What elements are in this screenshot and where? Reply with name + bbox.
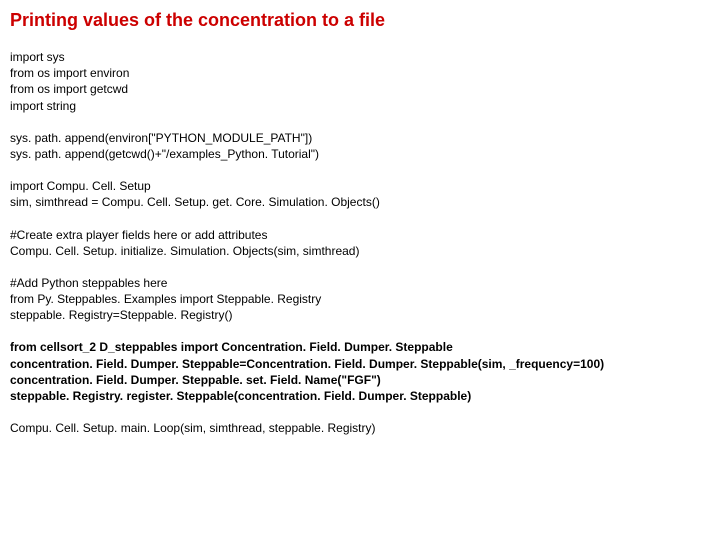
code-block-playerfields: #Create extra player fields here or add … bbox=[10, 227, 710, 259]
code-block-mainloop: Compu. Cell. Setup. main. Loop(sim, simt… bbox=[10, 420, 710, 436]
page-title: Printing values of the concentration to … bbox=[10, 10, 710, 31]
code-block-setup: import Compu. Cell. Setup sim, simthread… bbox=[10, 178, 710, 210]
code-block-steppables: #Add Python steppables here from Py. Ste… bbox=[10, 275, 710, 324]
code-block-syspath: sys. path. append(environ["PYTHON_MODULE… bbox=[10, 130, 710, 162]
code-block-concentration: from cellsort_2 D_steppables import Conc… bbox=[10, 339, 710, 404]
code-block-imports: import sys from os import environ from o… bbox=[10, 49, 710, 114]
